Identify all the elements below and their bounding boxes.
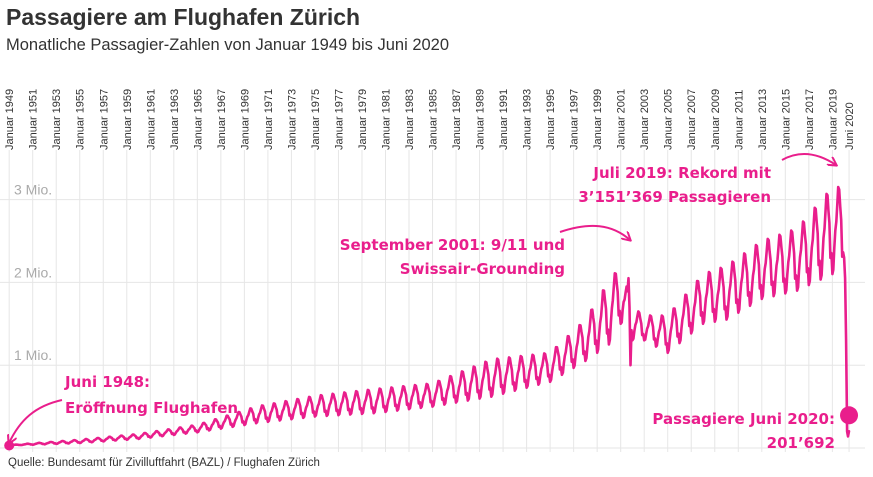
x-tick-label: Januar 2001	[616, 89, 628, 150]
x-tick-label: Januar 1979	[357, 89, 369, 150]
x-axis-ticks: Januar 1949 Januar 1951 Januar 1953 Januar …	[4, 89, 856, 150]
x-tick-label: Januar 1991	[498, 89, 510, 150]
y-tick-label: 2 Mio.	[14, 264, 52, 280]
chart-subtitle: Monatliche Passagier-Zahlen von Januar 1…	[6, 36, 450, 54]
x-tick-label: Juni 2020	[844, 102, 856, 150]
x-tick-label: Januar 1971	[263, 89, 275, 150]
x-tick-label: Januar 1951	[28, 89, 40, 150]
annotation-911-line-2: Swissair-Grounding	[400, 260, 565, 278]
x-tick-label: Januar 1957	[98, 89, 110, 150]
annotation-opening-arrow	[9, 399, 63, 443]
series-line-layer	[4, 185, 859, 451]
y-tick-label: 3 Mio.	[14, 182, 52, 198]
x-tick-label: Januar 1983	[404, 89, 416, 150]
x-tick-label: Januar 1959	[122, 89, 134, 150]
x-tick-label: Januar 1985	[428, 89, 440, 150]
x-tick-label: Januar 1955	[75, 89, 87, 150]
annotation-record-line-1: Juli 2019: Rekord mit	[592, 164, 771, 182]
x-tick-label: Januar 2017	[804, 89, 816, 150]
x-tick-label: Januar 1997	[569, 89, 581, 150]
source-note: Quelle: Bundesamt für Zivilluftfahrt (BA…	[8, 457, 320, 469]
x-tick-label: Januar 1981	[380, 89, 392, 150]
x-tick-label: Januar 2009	[710, 89, 722, 150]
x-tick-label: Januar 1993	[522, 89, 534, 150]
x-tick-label: Januar 1975	[310, 89, 322, 150]
x-tick-label: Januar 1989	[475, 89, 487, 150]
x-tick-label: Januar 1967	[216, 89, 228, 150]
x-tick-label: Januar 1953	[51, 89, 63, 150]
annotation-record-arrow	[781, 153, 836, 165]
x-tick-label: Januar 2013	[757, 89, 769, 150]
x-tick-label: Januar 1963	[169, 89, 181, 150]
x-tick-label: Januar 2019	[827, 89, 839, 150]
x-tick-label: Januar 1949	[4, 89, 16, 150]
x-tick-label: Januar 1961	[145, 89, 157, 150]
x-tick-label: Januar 1995	[545, 89, 557, 150]
annotations: Juni 1948: Eröffnung Flughafen September…	[9, 153, 836, 452]
x-tick-label: Januar 1965	[192, 89, 204, 150]
x-tick-label: Januar 1999	[592, 89, 604, 150]
annotation-opening-line-1: Juni 1948:	[64, 373, 150, 391]
annotation-record-line-2: 3’151’369 Passagieren	[578, 188, 771, 206]
y-tick-label: 1 Mio.	[14, 347, 52, 363]
y-axis-ticks: 1 Mio. 2 Mio. 3 Mio.	[14, 182, 52, 364]
x-tick-label: Januar 1973	[286, 89, 298, 150]
series-line-passengers	[7, 185, 851, 447]
chart-title: Passagiere am Flughafen Zürich	[6, 4, 361, 30]
end-point-marker	[840, 406, 859, 425]
annotation-911-arrow	[559, 224, 630, 240]
x-tick-label: Januar 2005	[663, 89, 675, 150]
x-tick-label: Januar 2011	[733, 90, 745, 150]
annotation-june-2020-line-1: Passagiere Juni 2020:	[652, 410, 835, 428]
annotation-june-2020-line-2: 201’692	[767, 434, 835, 452]
x-tick-label: Januar 1987	[451, 89, 463, 150]
x-tick-label: Januar 2015	[780, 89, 792, 150]
x-tick-label: Januar 1969	[239, 89, 251, 150]
x-tick-label: Januar 1977	[333, 89, 345, 150]
x-tick-label: Januar 2003	[639, 89, 651, 150]
annotation-911-line-1: September 2001: 9/11 und	[340, 236, 565, 254]
x-tick-label: Januar 2007	[686, 89, 698, 150]
annotation-opening-line-2: Eröffnung Flughafen	[65, 399, 238, 417]
